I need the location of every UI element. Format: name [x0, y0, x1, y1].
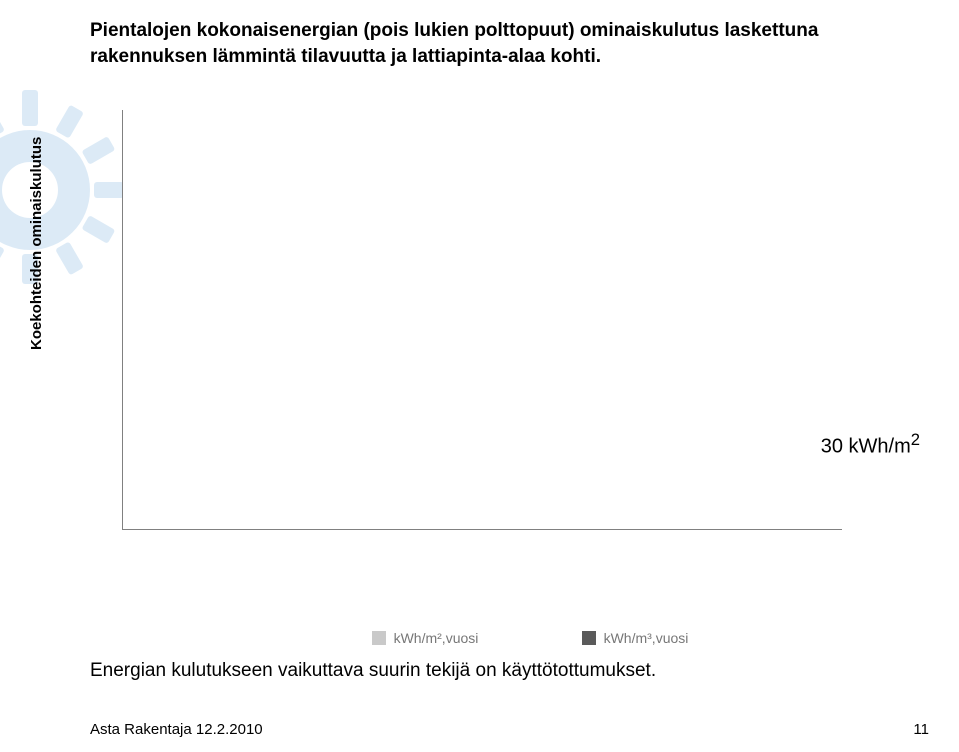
legend-item: kWh/m²,vuosi: [372, 630, 479, 646]
page-number: 11: [913, 721, 929, 738]
legend: kWh/m²,vuosi kWh/m³,vuosi: [320, 630, 740, 646]
legend-label: kWh/m³,vuosi: [604, 630, 689, 646]
legend-swatch-light: [372, 631, 386, 645]
y-axis-title: Koekohteiden ominaiskulutus: [28, 137, 45, 350]
reference-annotation: 30 kWh/m2: [821, 430, 920, 459]
legend-item: kWh/m³,vuosi: [582, 630, 689, 646]
chart: Koekohteiden ominaiskulutus 30 kWh/m2 kW…: [60, 110, 860, 590]
annotation-text: 30 kWh/m: [821, 436, 911, 458]
caption: Energian kulutukseen vaikuttava suurin t…: [90, 660, 656, 682]
legend-swatch-dark: [582, 631, 596, 645]
page-title: Pientalojen kokonaisenergian (pois lukie…: [90, 18, 880, 69]
x-axis-labels: [122, 538, 842, 598]
legend-label: kWh/m²,vuosi: [394, 630, 479, 646]
annotation-sup: 2: [911, 430, 920, 449]
footer-text: Asta Rakentaja 12.2.2010: [90, 721, 263, 738]
plot-area: [122, 110, 842, 530]
bars-container: [123, 110, 842, 529]
